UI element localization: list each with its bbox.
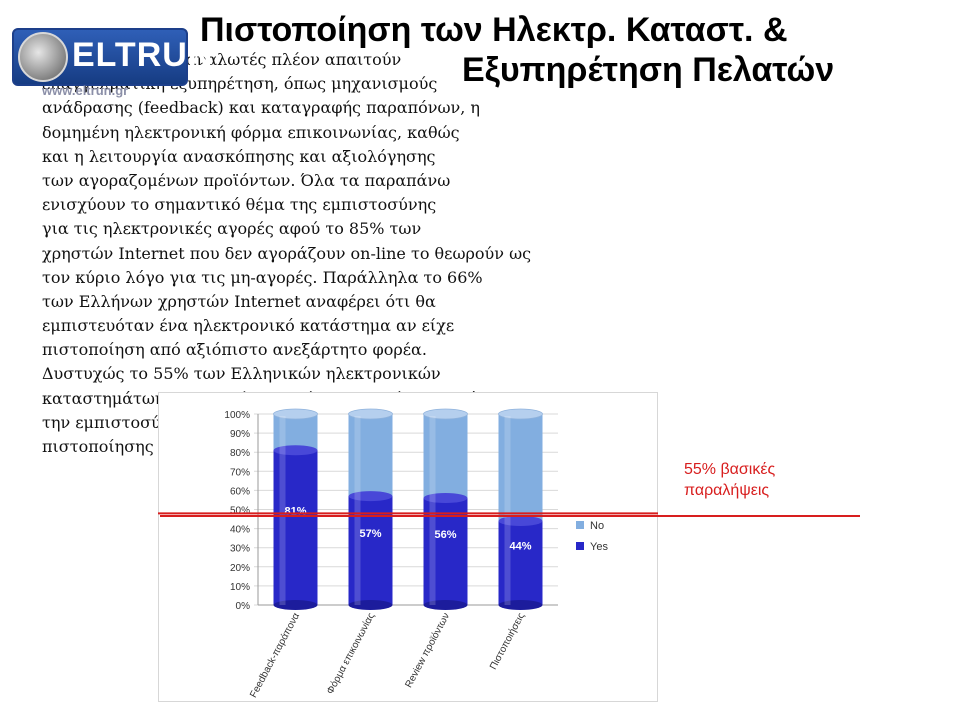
bar-yes-top: [423, 493, 468, 504]
body-line: δομημένη ηλεκτρονική φόρμα επικοινωνίας,…: [42, 122, 460, 142]
bar-no: [498, 414, 543, 521]
body-line: Δυστυχώς το 55% των Ελληνικών ηλεκτρονικ…: [42, 364, 441, 384]
body-line: χρηστών Internet που δεν αγοράζουν on-li…: [42, 243, 532, 263]
body-line: των αγοραζομένων προϊόντων. Όλα τα παραπ…: [42, 170, 451, 190]
legend-label-yes: Yes: [590, 541, 608, 553]
bar-highlight: [504, 416, 511, 605]
y-tick-label: 10%: [230, 582, 250, 593]
y-tick-label: 70%: [230, 467, 250, 478]
y-tick-label: 0%: [236, 601, 251, 612]
annotation-text-1: 55% βασικές: [684, 461, 776, 478]
bar-highlight: [429, 416, 436, 605]
data-label: 44%: [509, 541, 531, 553]
logo-text: ELTRUN: [72, 36, 214, 74]
y-tick-label: 90%: [230, 429, 250, 440]
annotation: 55% βασικές παραλήψεις: [684, 459, 775, 501]
y-tick-label: 50%: [230, 506, 250, 517]
body-line: τον κύριο λόγο για τις μη-αγορές. Παράλλ…: [42, 267, 483, 287]
bar-no: [348, 414, 393, 497]
body-line: και η λειτουργία ανασκόπησης και αξιολόγ…: [42, 146, 436, 166]
bar-yes-top: [498, 515, 543, 526]
annotation-text-2: παραλήψεις: [684, 482, 770, 499]
bar-yes-top: [273, 445, 318, 456]
bar-highlight: [354, 416, 361, 605]
y-tick-label: 30%: [230, 544, 250, 555]
y-tick-label: 40%: [230, 525, 250, 536]
bar-yes-top: [348, 491, 393, 502]
legend-swatch-no: [576, 521, 584, 529]
y-tick-label: 60%: [230, 486, 250, 497]
bar-yes: [273, 450, 318, 605]
legend-label-no: No: [590, 520, 604, 532]
bar-no-top: [348, 408, 393, 420]
bar-no-top: [498, 408, 543, 420]
bar-no-top: [423, 408, 468, 420]
eltrun-logo: ELTRUN: [12, 28, 212, 86]
data-label: 56%: [434, 529, 456, 541]
bar-yes-base: [348, 600, 393, 610]
data-label: 57%: [359, 528, 381, 540]
slide-title: Πιστοποίηση των Ηλεκτρ. Καταστ. & Εξυπηρ…: [200, 10, 940, 90]
bar-yes-base: [423, 600, 468, 610]
reference-line-extension: [160, 515, 860, 517]
legend-swatch-yes: [576, 542, 584, 550]
stacked-bar-chart: 0%10%20%30%40%50%60%70%80%90%100%81%Feed…: [158, 392, 658, 702]
bar-no: [273, 414, 318, 451]
body-line: πιστοποίηση από αξιόπιστο ανεξάρτητο φορ…: [42, 340, 427, 360]
y-tick-label: 20%: [230, 563, 250, 574]
slide-title-line1: Πιστοποίηση των Ηλεκτρ. Καταστ. &: [200, 11, 788, 49]
bar-yes-base: [273, 600, 318, 610]
y-tick-label: 100%: [224, 410, 250, 421]
bar-highlight: [279, 416, 286, 605]
body-line: εμπιστευόταν ένα ηλεκτρονικό κατάστημα α…: [42, 316, 455, 336]
body-line: ενισχύουν το σημαντικό θέμα της εμπιστοσ…: [42, 195, 437, 215]
bar-no-top: [273, 408, 318, 420]
chart-frame: [158, 392, 658, 702]
bar-no: [423, 414, 468, 499]
y-tick-label: 80%: [230, 448, 250, 459]
slide-title-line2: Εξυπηρέτηση Πελατών: [462, 51, 835, 89]
bar-yes: [498, 520, 543, 605]
logo-emblem-icon: [18, 32, 68, 82]
bar-yes-base: [498, 600, 543, 610]
body-line: για τις ηλεκτρονικές αγορές αφού το 85% …: [42, 219, 422, 239]
body-line: ανάδρασης (feedback) και καταγραφής παρα…: [42, 98, 481, 118]
body-line: των Ελλήνων χρηστών Internet αναφέρει ότ…: [42, 291, 436, 311]
logo-url: www.eltrun.gr: [42, 83, 129, 98]
